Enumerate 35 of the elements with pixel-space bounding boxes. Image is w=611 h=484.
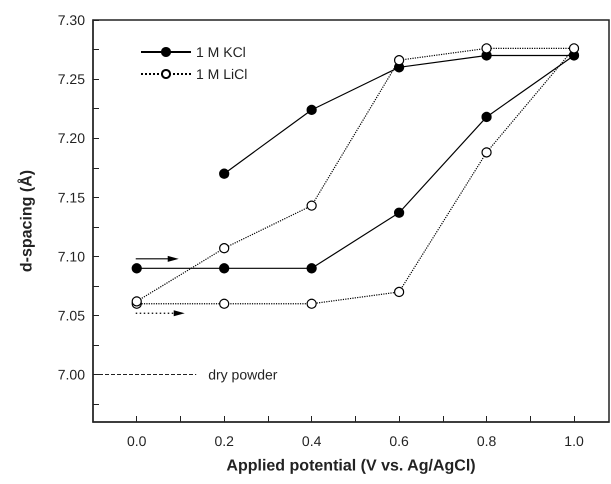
x-tick-label: 1.0 <box>564 433 584 449</box>
legend-label: 1 M LiCl <box>196 66 248 82</box>
point <box>394 55 404 66</box>
legend-label: 1 M KCl <box>196 44 246 60</box>
point <box>394 208 404 218</box>
x-tick-label: 0.8 <box>476 433 496 449</box>
point <box>481 112 492 122</box>
point <box>306 104 317 115</box>
y-tick-label: 7.15 <box>58 189 86 206</box>
y-tick-label: 7.05 <box>58 308 86 324</box>
point <box>219 168 230 179</box>
point <box>132 263 142 274</box>
point <box>306 200 317 211</box>
point <box>481 43 492 54</box>
y-tick-label: 7.10 <box>58 248 86 264</box>
x-tick-label: 0.0 <box>126 433 147 449</box>
y-tick-label: 7.25 <box>58 71 86 88</box>
x-tick-label: 0.2 <box>214 433 234 449</box>
y-axis-title: d-spacing (Å) <box>16 170 36 272</box>
x-axis-title: Applied potential (V vs. Ag/AgCl) <box>226 458 476 474</box>
point <box>306 263 317 274</box>
y-tick-label: 7.00 <box>58 366 86 383</box>
point <box>132 296 142 306</box>
point <box>568 43 580 54</box>
point <box>219 243 230 254</box>
point <box>306 298 317 309</box>
point <box>219 298 230 309</box>
x-tick-label: 0.4 <box>302 433 322 449</box>
x-tick-label: 0.6 <box>389 433 410 449</box>
ref-line-label: dry powder <box>208 366 278 383</box>
y-tick-label: 7.20 <box>58 130 86 146</box>
point <box>481 147 492 158</box>
y-tick-label: 7.30 <box>58 12 86 28</box>
point <box>394 286 404 298</box>
point <box>219 263 230 274</box>
